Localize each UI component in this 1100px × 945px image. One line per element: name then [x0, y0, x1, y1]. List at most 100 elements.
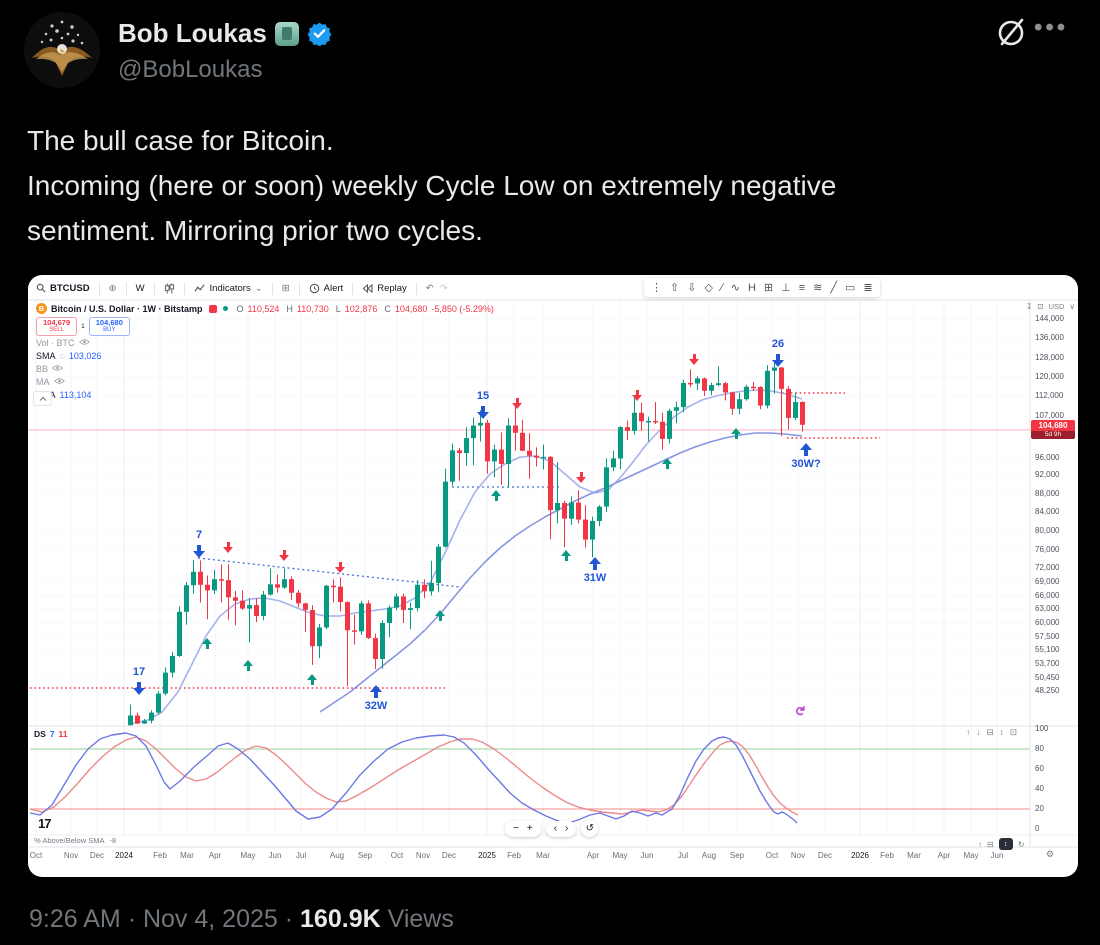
time-axis-label[interactable]: Nov [415, 851, 431, 860]
parallel-channel-tool-icon[interactable]: ≋ [813, 282, 823, 294]
time-axis-label[interactable]: Mar [907, 851, 921, 860]
more-menu-icon[interactable]: ••• [1034, 14, 1069, 41]
volume-profile-tool-icon[interactable]: ≡ [798, 281, 806, 294]
time-axis-label[interactable]: Dec [817, 851, 833, 860]
time-axis-label[interactable]: Oct [765, 851, 779, 860]
time-axis-label[interactable]: 2026 [851, 851, 869, 860]
arrow-down-marker-tool-icon[interactable]: ⇩ [687, 282, 697, 294]
delete-pane-icon[interactable]: ⊟ [986, 727, 994, 737]
user-handle[interactable]: @BobLoukas [118, 56, 263, 83]
scroll-to-recent-icon[interactable]: ↑ [978, 839, 982, 849]
fib-tool-icon[interactable]: H [747, 281, 756, 294]
drawing-toolbar[interactable]: ⋮ ⇧ ⇩ ◇ ∕ ∿ H ⊞ ⊥ ≡ ≋ ╱ ▭ ≣ [644, 278, 880, 297]
time-axis-label[interactable]: May [612, 851, 628, 860]
brush-tool-icon[interactable]: ∕ [720, 281, 723, 294]
time-axis-label[interactable]: 2024 [115, 851, 133, 860]
zigzag-tool-icon[interactable]: ∿ [730, 282, 740, 294]
delete-drawing-icon[interactable]: ⊟ [987, 839, 994, 849]
time-axis-label[interactable]: Jun [990, 851, 1004, 860]
arrow-up-marker-tool-icon[interactable]: ⇧ [670, 282, 680, 294]
tradingview-logo[interactable]: 17 [38, 816, 52, 831]
move-pane-down-icon[interactable]: ↓ [976, 727, 981, 737]
pane-control-buttons[interactable]: ↑ ↓ ⊟ ↕ ⊡ [966, 727, 1017, 738]
redo-icon[interactable]: ↷ [439, 282, 448, 294]
rectangle-tool-icon[interactable]: ▭ [845, 282, 856, 294]
time-axis-label[interactable]: Jul [677, 851, 689, 860]
time-axis-label[interactable]: Sep [729, 851, 745, 860]
time-axis-label[interactable]: Aug [701, 851, 717, 860]
buy-button[interactable]: 104,680 BUY [88, 317, 130, 336]
grok-icon[interactable] [994, 16, 1028, 55]
indicator-row[interactable]: Vol · BTC [36, 336, 101, 349]
time-axis-label[interactable]: Nov [790, 851, 806, 860]
time-axis-label[interactable]: Jul [295, 851, 307, 860]
time-axis-label[interactable]: Mar [180, 851, 194, 860]
scale-frame-icon[interactable]: ⊡ [1037, 302, 1044, 311]
time-axis-label[interactable]: Oct [390, 851, 404, 860]
auto-scale-chip[interactable]: ↕ [998, 838, 1013, 850]
zoom-out-button[interactable]: − [513, 823, 519, 834]
time-axis-label[interactable]: Mar [536, 851, 550, 860]
indicator-row[interactable]: BB [36, 362, 101, 375]
symbol-search-button[interactable]: BTCUSD [36, 283, 90, 294]
reset-view-button[interactable]: ↺ [581, 820, 599, 837]
time-axis-label[interactable]: Apr [937, 851, 951, 860]
eye-icon[interactable] [53, 377, 65, 387]
collapse-pane-icon[interactable]: ↕ [999, 727, 1004, 737]
compare-button[interactable]: ⊕ [108, 282, 117, 294]
time-axis-settings-icon[interactable]: ⚙ [1046, 849, 1055, 859]
time-axis-label[interactable]: Oct [29, 851, 43, 860]
time-axis-label[interactable]: 2025 [478, 851, 496, 860]
currency-label[interactable]: USD [1048, 302, 1065, 311]
pattern-tool-icon[interactable]: ≣ [863, 282, 873, 294]
price-axis-controls[interactable]: ↧ ⊡ USD ∨ [1026, 302, 1075, 311]
indicator-row[interactable]: SMA ◌ 103,026 [36, 350, 102, 361]
scale-down-icon[interactable]: ↧ [1026, 302, 1033, 311]
chart-plot[interactable] [28, 275, 1078, 877]
interval-button[interactable]: W [135, 282, 145, 294]
oscillator-legend[interactable]: DS 7 11 [34, 729, 68, 739]
replay-button[interactable]: Replay [362, 283, 407, 294]
eye-icon[interactable] [78, 338, 90, 348]
drag-handle-icon[interactable]: ⋮ [651, 282, 662, 294]
time-axis-label[interactable]: Feb [507, 851, 521, 860]
time-axis-label[interactable]: May [240, 851, 256, 860]
avatar[interactable] [24, 12, 100, 88]
grid-tool-icon[interactable]: ⊞ [763, 282, 774, 294]
tradingview-chart-card[interactable]: BTCUSD ⊕ W Indicators ⌄ [28, 275, 1078, 877]
scroll-left-button[interactable]: ‹ [553, 823, 558, 834]
scroll-right-button[interactable]: › [565, 823, 569, 834]
time-axis-label[interactable]: Apr [208, 851, 222, 860]
reset-scale-icon[interactable]: ↻ [1017, 839, 1025, 849]
currency-caret-icon[interactable]: ∨ [1069, 302, 1075, 311]
time-axis-label[interactable]: Feb [153, 851, 167, 860]
percent-sma-indicator-row[interactable]: % Above/Below SMA -8 [34, 836, 117, 845]
undo-icon[interactable]: ↶ [425, 282, 434, 294]
indicator-row[interactable]: MA [36, 375, 101, 388]
time-axis-label[interactable]: Apr [586, 851, 600, 860]
shapes-tool-icon[interactable]: ◇ [704, 282, 713, 294]
alert-button[interactable]: Alert [309, 283, 343, 294]
indicators-button[interactable]: Indicators ⌄ [194, 283, 263, 294]
layout-grid-icon[interactable]: ⊞ [281, 282, 290, 294]
move-pane-up-icon[interactable]: ↑ [966, 727, 971, 737]
eye-icon[interactable] [52, 364, 63, 374]
bottom-right-controls[interactable]: ↑ ⊟ ↕ ↻ [978, 838, 1024, 850]
time-axis-label[interactable]: Dec [441, 851, 457, 860]
time-axis-label[interactable]: Jun [268, 851, 282, 860]
sell-button[interactable]: 104,679 SELL [36, 317, 78, 336]
time-axis-label[interactable]: Jun [640, 851, 654, 860]
display-name[interactable]: Bob Loukas [118, 18, 267, 48]
time-axis-label[interactable]: Nov [63, 851, 79, 860]
views-label[interactable]: Views [387, 905, 454, 933]
time-axis-label[interactable]: Dec [89, 851, 105, 860]
maximize-pane-icon[interactable]: ⊡ [1009, 727, 1017, 737]
zoom-in-button[interactable]: + [526, 823, 533, 834]
time-axis-label[interactable]: Aug [329, 851, 345, 860]
trendline-tool-icon[interactable]: ╱ [830, 282, 837, 294]
candle-style-icon[interactable] [164, 282, 175, 294]
time-axis-label[interactable]: Feb [880, 851, 894, 860]
text-tool-icon[interactable]: ⊥ [781, 282, 791, 294]
collapse-indicators-button[interactable] [33, 391, 52, 406]
time-axis-label[interactable]: Sep [357, 851, 373, 860]
